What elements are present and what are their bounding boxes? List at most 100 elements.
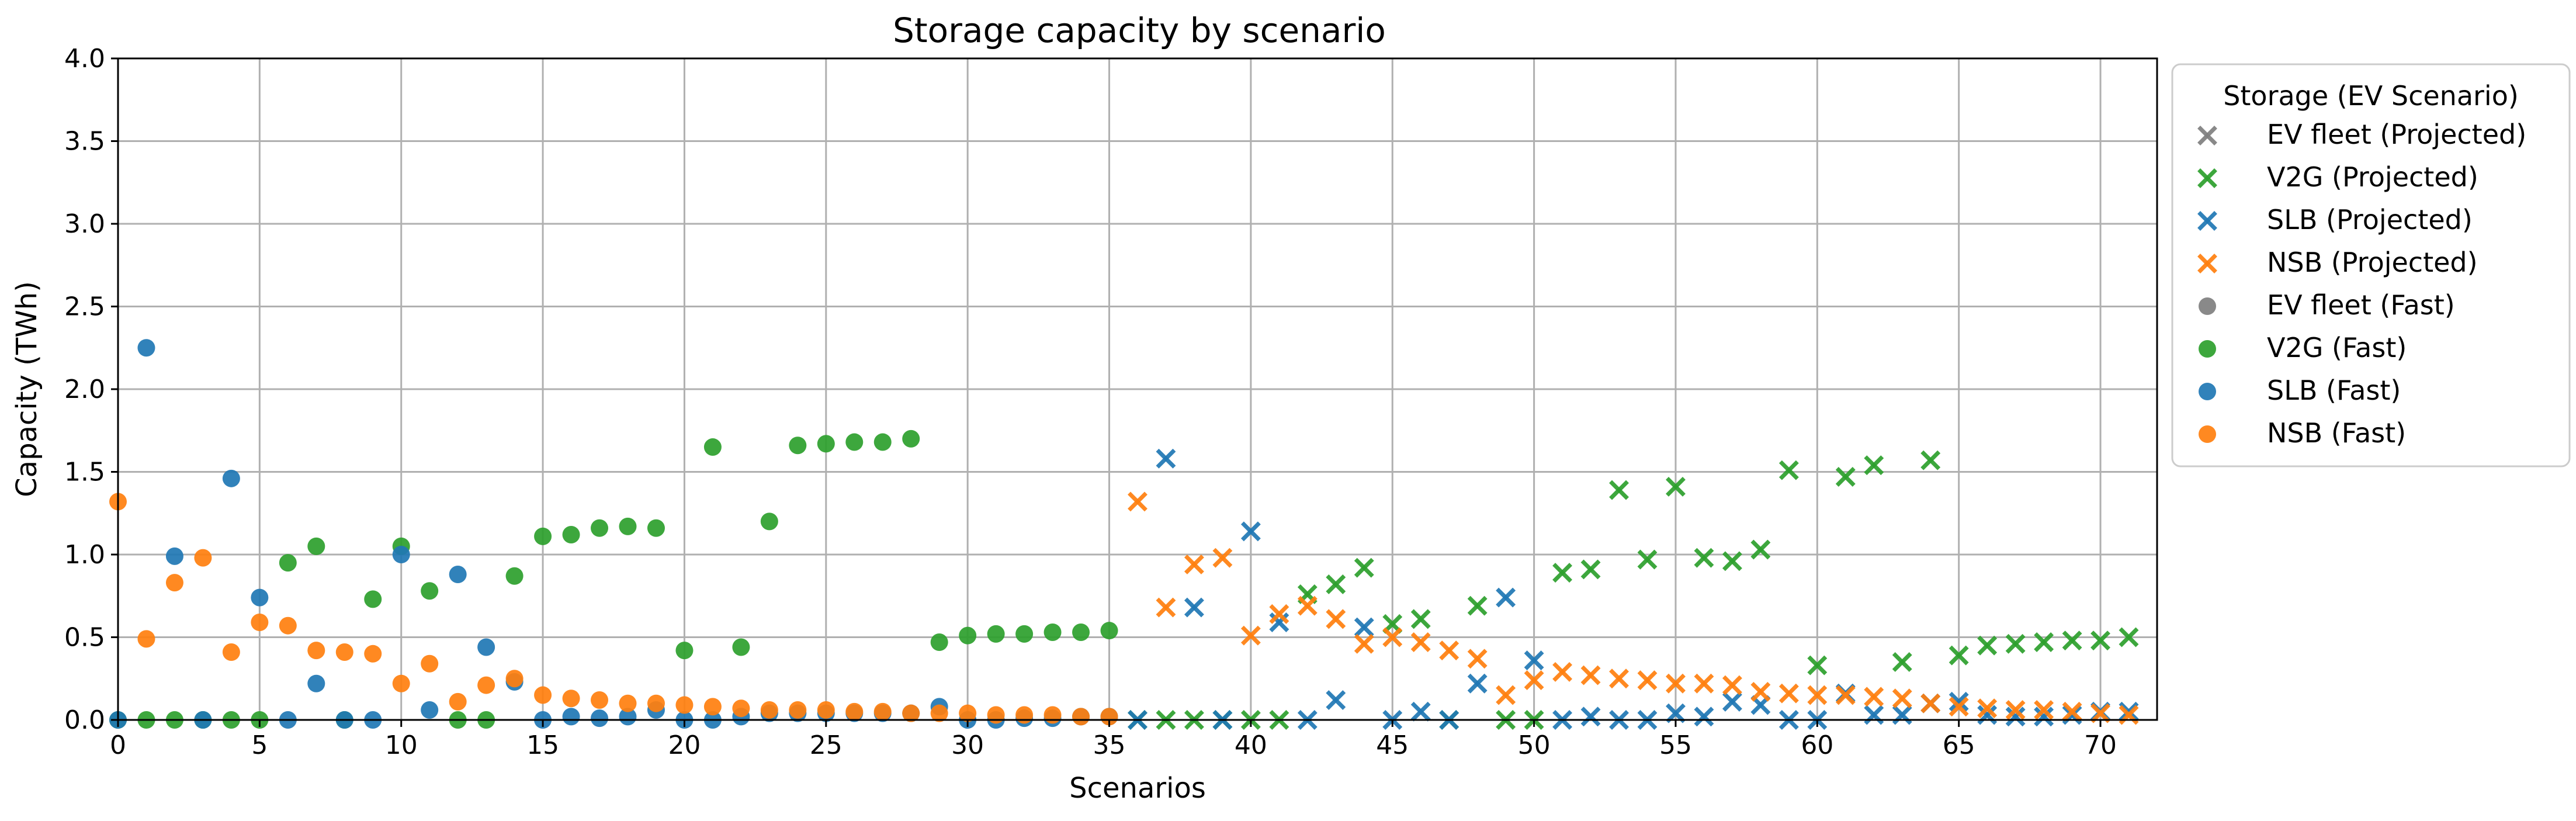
data-point-v2g_fast bbox=[959, 626, 977, 645]
data-point-slb_proj bbox=[2119, 701, 2139, 722]
legend-marker-slb_fast bbox=[2199, 383, 2216, 400]
legend-marker-nsb_proj bbox=[2197, 254, 2217, 273]
data-point-v2g_proj bbox=[1807, 655, 1828, 675]
data-point-v2g_proj bbox=[1666, 477, 1686, 497]
data-point-v2g_proj bbox=[1778, 460, 1799, 480]
x-tick-label: 10 bbox=[385, 730, 418, 760]
legend-label-v2g_proj: V2G (Projected) bbox=[2267, 161, 2478, 193]
data-point-slb_fast bbox=[137, 339, 155, 357]
data-point-slb_proj bbox=[1694, 706, 1714, 727]
data-point-nsb_proj bbox=[1128, 491, 1147, 512]
data-point-nsb_proj bbox=[1156, 597, 1176, 618]
data-point-v2g_fast bbox=[562, 526, 580, 544]
data-point-v2g_proj bbox=[1977, 635, 1998, 656]
x-tick-label: 20 bbox=[668, 730, 701, 760]
y-axis: 0.0 0.5 1.0 1.5 2.0 2.5 3.0 3.5 4.0 bbox=[64, 44, 118, 735]
data-point-v2g_fast bbox=[619, 517, 637, 535]
y-tick-label: 1.0 bbox=[64, 540, 105, 570]
data-point-nsb_fast bbox=[534, 686, 552, 704]
data-point-nsb_fast bbox=[591, 691, 609, 709]
data-point-v2g_fast bbox=[1043, 623, 1062, 642]
data-point-v2g_proj bbox=[1750, 539, 1771, 560]
data-point-nsb_proj bbox=[1694, 673, 1714, 694]
data-point-v2g_fast bbox=[279, 554, 297, 572]
legend-label-v2g_fast: V2G (Fast) bbox=[2267, 332, 2407, 363]
x-tick-label: 5 bbox=[251, 730, 268, 760]
data-point-nsb_fast bbox=[222, 643, 240, 661]
data-point-nsb_fast bbox=[987, 706, 1005, 724]
data-point-v2g_fast bbox=[817, 435, 835, 453]
data-point-v2g_fast bbox=[505, 567, 523, 585]
data-point-nsb_proj bbox=[1750, 681, 1771, 702]
data-point-nsb_fast bbox=[421, 654, 439, 673]
data-point-v2g_proj bbox=[2034, 632, 2054, 652]
data-point-nsb_proj bbox=[1382, 627, 1403, 647]
y-tick-label: 3.0 bbox=[64, 209, 105, 239]
legend-title: Storage (EV Scenario) bbox=[2223, 80, 2519, 112]
data-point-v2g_fast bbox=[534, 527, 552, 545]
series-nsb_fast bbox=[109, 493, 1118, 726]
data-point-v2g_fast bbox=[1015, 625, 1034, 643]
data-point-v2g_proj bbox=[1892, 652, 1912, 672]
data-point-v2g_fast bbox=[421, 582, 439, 600]
data-point-nsb_proj bbox=[2062, 701, 2082, 722]
data-point-slb_proj bbox=[1467, 673, 1488, 694]
data-point-nsb_proj bbox=[1637, 670, 1658, 691]
data-point-nsb_fast bbox=[505, 670, 523, 688]
data-point-v2g_proj bbox=[1410, 609, 1431, 629]
x-tick-label: 15 bbox=[526, 730, 559, 760]
series-nsb_proj bbox=[1128, 491, 2139, 725]
data-point-nsb_proj bbox=[2005, 700, 2026, 720]
data-point-nsb_fast bbox=[307, 642, 325, 660]
data-point-v2g_fast bbox=[760, 512, 778, 531]
data-point-v2g_proj bbox=[1382, 614, 1403, 634]
data-point-nsb_proj bbox=[1552, 661, 1573, 682]
data-point-nsb_proj bbox=[1184, 555, 1204, 574]
data-point-v2g_proj bbox=[1949, 645, 1969, 666]
x-axis: 0 5 10 15 20 25 30 35 40 45 50 55 60 65 70 bbox=[110, 720, 2117, 760]
data-point-nsb_proj bbox=[1410, 632, 1431, 652]
legend-marker-ev_fast bbox=[2199, 297, 2216, 315]
data-point-nsb_proj bbox=[1580, 665, 1601, 685]
data-point-v2g_fast bbox=[703, 438, 722, 456]
data-point-v2g_fast bbox=[1100, 622, 1118, 640]
data-point-nsb_proj bbox=[1467, 649, 1488, 669]
data-point-v2g_proj bbox=[2090, 631, 2111, 651]
data-point-nsb_fast bbox=[959, 704, 977, 722]
data-point-slb_fast bbox=[392, 546, 410, 563]
data-point-v2g_proj bbox=[1835, 467, 1856, 487]
data-point-nsb_fast bbox=[392, 674, 410, 692]
data-point-v2g_fast bbox=[930, 633, 948, 651]
data-point-nsb_fast bbox=[902, 704, 920, 722]
data-point-nsb_proj bbox=[1977, 698, 1998, 719]
data-point-v2g_fast bbox=[647, 519, 665, 537]
legend-marker-v2g_fast bbox=[2199, 340, 2216, 358]
data-point-v2g_fast bbox=[987, 625, 1005, 643]
x-tick-label: 35 bbox=[1093, 730, 1126, 760]
data-point-slb_proj bbox=[1156, 448, 1176, 469]
data-point-slb_fast bbox=[307, 674, 325, 692]
y-axis-label: Capacity (TWh) bbox=[11, 281, 43, 497]
legend-marker-slb_proj bbox=[2197, 211, 2217, 231]
legend-marker-ev_proj bbox=[2197, 126, 2217, 146]
data-point-v2g_proj bbox=[1920, 450, 1941, 470]
data-point-nsb_fast bbox=[137, 630, 155, 648]
y-tick-label: 2.5 bbox=[64, 292, 105, 322]
data-point-slb_proj bbox=[1326, 690, 1346, 710]
y-tick-label: 1.5 bbox=[64, 458, 105, 487]
data-point-v2g_proj bbox=[2119, 627, 2139, 647]
data-point-nsb_fast bbox=[335, 643, 353, 661]
data-point-v2g_fast bbox=[845, 433, 864, 451]
data-point-nsb_proj bbox=[1920, 693, 1941, 713]
data-point-nsb_proj bbox=[1439, 640, 1459, 661]
data-point-nsb_fast bbox=[1043, 706, 1062, 724]
data-point-slb_fast bbox=[222, 469, 240, 487]
data-point-nsb_proj bbox=[1212, 548, 1233, 568]
x-tick-label: 25 bbox=[810, 730, 843, 760]
data-point-nsb_fast bbox=[675, 696, 694, 714]
data-point-nsb_fast bbox=[449, 692, 467, 711]
data-point-nsb_fast bbox=[817, 701, 835, 719]
legend-label-nsb_proj: NSB (Projected) bbox=[2267, 247, 2478, 278]
data-point-slb_fast bbox=[562, 708, 580, 726]
legend-label-slb_proj: SLB (Projected) bbox=[2267, 204, 2473, 235]
